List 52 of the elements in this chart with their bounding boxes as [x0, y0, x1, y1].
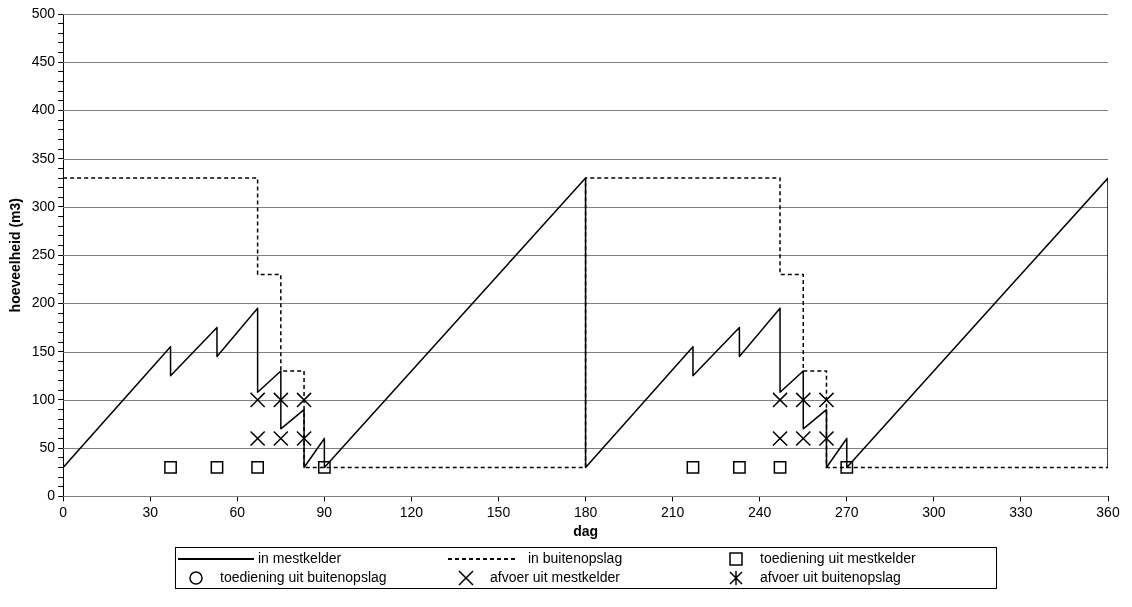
x-tick-label: 240	[748, 503, 772, 520]
y-tick-label: 0	[47, 487, 56, 504]
point	[773, 461, 787, 474]
y-tick-label: 400	[31, 101, 56, 118]
point	[772, 430, 788, 447]
y-axis-title: hoeveelheid (m3)	[7, 198, 24, 313]
x-tick-label: 0	[59, 503, 68, 520]
point	[273, 392, 289, 408]
legend-label: in buitenopslag	[528, 549, 623, 568]
point	[686, 461, 700, 474]
legend-label: in mestkelder	[258, 549, 342, 568]
y-tick-label: 50	[39, 439, 56, 456]
legend-label: afvoer uit buitenopslag	[760, 568, 901, 587]
point	[164, 461, 177, 474]
x-tick-label: 360	[1096, 503, 1120, 520]
x-tick-label: 330	[1009, 503, 1033, 520]
y-tick-label: 350	[31, 149, 56, 166]
point	[818, 392, 835, 408]
x-tick-label: 180	[573, 503, 598, 520]
legend-label: toediening uit mestkelder	[760, 549, 916, 568]
legend-label: afvoer uit mestkelder	[490, 568, 620, 587]
x-tick-label: 270	[835, 503, 859, 520]
y-tick-label: 250	[31, 246, 56, 263]
x-tick-label: 60	[229, 503, 246, 520]
y-tick-label: 100	[31, 390, 56, 407]
point	[733, 461, 746, 474]
y-tick-label: 150	[31, 342, 56, 359]
x-axis-title: dag	[573, 523, 599, 540]
point	[251, 461, 265, 474]
point	[249, 392, 266, 408]
legend-label: toediening uit buitenopslag	[220, 568, 387, 587]
x-tick-label: 90	[316, 503, 333, 520]
point	[249, 430, 266, 447]
y-tick-label: 500	[31, 4, 56, 21]
x-tick-label: 30	[142, 503, 159, 520]
point	[818, 430, 835, 447]
point	[210, 461, 224, 474]
x-tick-label: 150	[486, 503, 511, 520]
point	[840, 461, 854, 474]
point	[772, 392, 788, 408]
y-tick-label: 200	[31, 294, 56, 311]
point	[273, 430, 289, 447]
point	[795, 430, 812, 447]
point	[317, 461, 331, 474]
x-tick-label: 300	[922, 503, 946, 520]
y-tick-label: 300	[31, 197, 56, 214]
point	[296, 430, 312, 447]
point	[296, 392, 312, 408]
x-tick-label: 210	[660, 503, 685, 520]
point	[795, 392, 812, 408]
y-tick-label: 450	[31, 53, 56, 70]
x-tick-label: 120	[399, 503, 424, 520]
